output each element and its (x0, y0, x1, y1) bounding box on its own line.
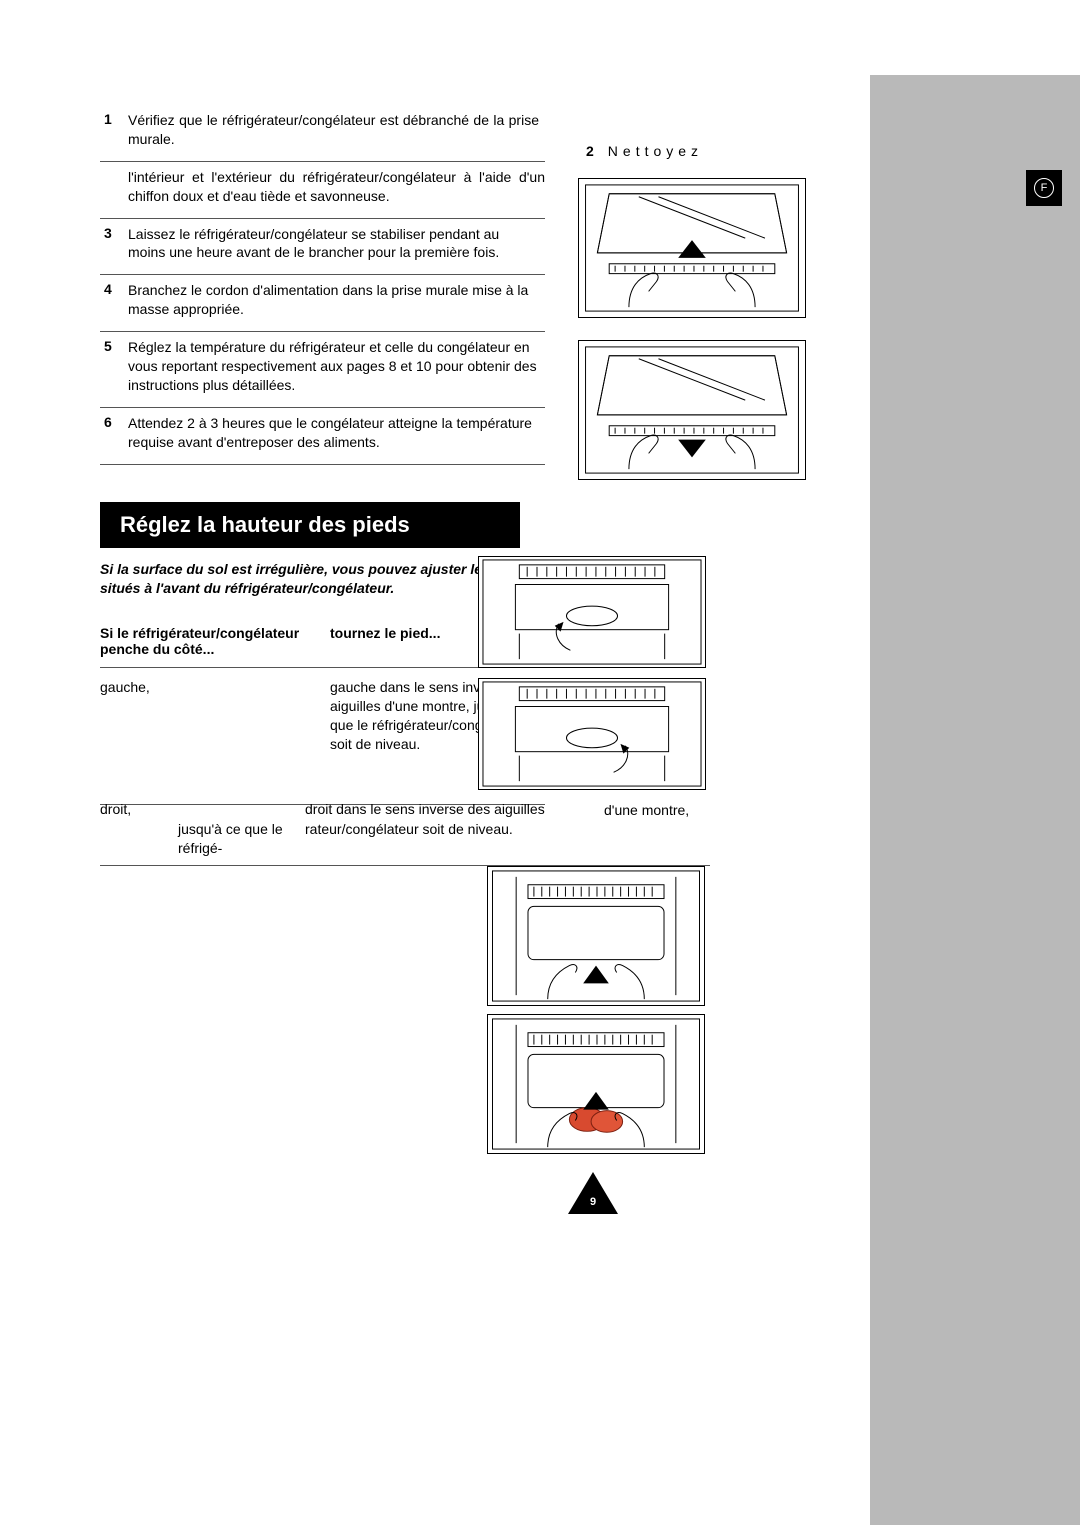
diagram-shelf-insert-down (578, 178, 806, 318)
step-number: 4 (100, 281, 128, 297)
right-margin-bar (870, 75, 1080, 1525)
droit-cont1: jusqu'à ce que le réfrigé- (100, 820, 305, 859)
step-row-6: 6 Attendez 2 à 3 heures que le congélate… (100, 408, 545, 465)
step-text: Réglez la température du réfrigérateur e… (128, 338, 545, 395)
language-letter: F (1034, 178, 1054, 198)
illustrations-bottom (487, 866, 707, 1162)
page-number-text: 9 (590, 1196, 596, 1208)
step-row-1: 1 Vérifiez que le réfrigérateur/congélat… (100, 105, 545, 162)
step-text: Vérifiez que le réfrigérateur/congélateu… (128, 111, 545, 149)
diagram-drawer-remove (487, 866, 705, 1006)
step-2-number: 2 (586, 143, 594, 159)
step-number: 1 (100, 111, 128, 127)
droit-cont2: rateur/congélateur soit de niveau. (305, 820, 710, 859)
step-text: Branchez le cordon d'alimentation dans l… (128, 281, 545, 319)
step-number: 3 (100, 225, 128, 241)
content-area: 1 Vérifiez que le réfrigérateur/congélat… (100, 105, 880, 465)
step-row-4: 4 Branchez le cordon d'alimentation dans… (100, 275, 545, 332)
step-number: 6 (100, 414, 128, 430)
droit-montre-callout: d'une montre, (604, 802, 689, 818)
feet-row-side: gauche, (100, 678, 330, 697)
diagram-drawer-insert (487, 1014, 705, 1154)
diagram-foot-adjust-left (478, 556, 706, 668)
section-title: Réglez la hauteur des pieds (100, 502, 520, 548)
step-row-5: 5 Réglez la température du réfrigérateur… (100, 332, 545, 408)
illustrations-mid (478, 556, 708, 800)
page: F 1 Vérifiez que le réfrigérateur/congél… (0, 0, 1080, 1525)
step-text: Attendez 2 à 3 heures que le congélateur… (128, 414, 545, 452)
diagram-foot-adjust-right (478, 678, 706, 790)
step-2-callout: 2 Nettoyez (586, 143, 703, 159)
diagram-shelf-insert-up (578, 340, 806, 480)
language-badge: F (1026, 170, 1062, 206)
step-number: 5 (100, 338, 128, 354)
feet-row-droit: d'une montre, droit, droit dans le sens … (100, 800, 710, 866)
step-2-continuation: l'intérieur et l'extérieur du réfrigérat… (100, 162, 545, 219)
step-text: Laissez le réfrigérateur/congélateur se … (128, 225, 545, 263)
page-number: 9 (568, 1172, 618, 1214)
step-row-3: 3 Laissez le réfrigérateur/congélateur s… (100, 219, 545, 276)
feet-header-col1: Si le réfrigérateur/congélateur penche d… (100, 625, 330, 657)
illustrations-top (578, 178, 808, 502)
steps-list: 1 Vérifiez que le réfrigérateur/congélat… (100, 105, 545, 465)
droit-side: droit, (100, 800, 305, 820)
step-2-label: Nettoyez (608, 143, 703, 159)
